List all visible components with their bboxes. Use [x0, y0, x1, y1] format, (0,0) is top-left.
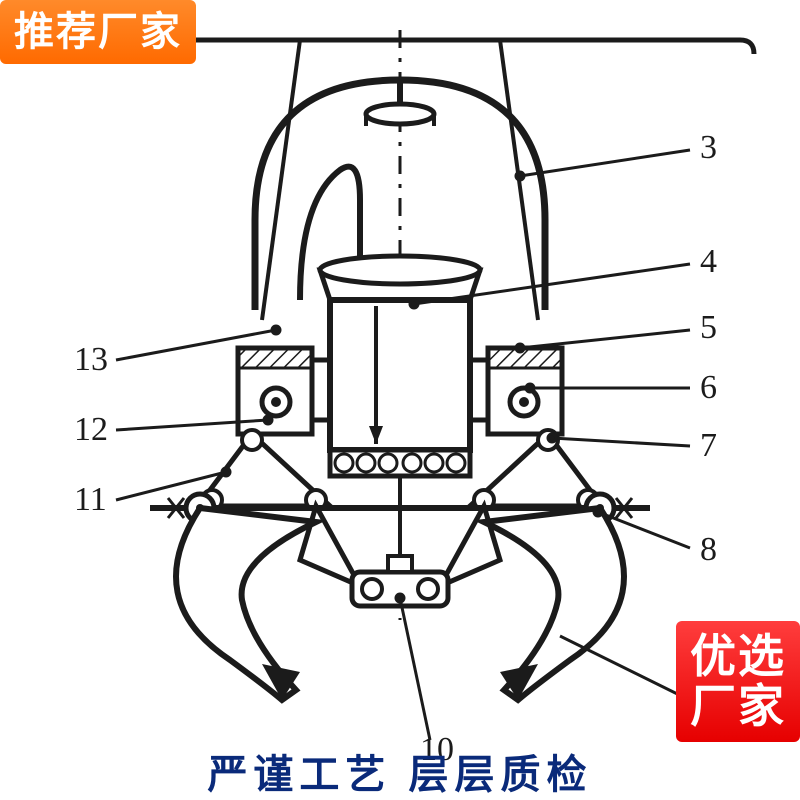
label-5: 5: [700, 309, 717, 346]
top-disc: [366, 104, 434, 124]
label-8: 8: [700, 531, 717, 568]
label-4: 4: [700, 243, 717, 280]
cable-left: [262, 40, 300, 320]
badge-bottom-right-line2: 厂家: [690, 681, 786, 732]
label-13: 13: [74, 341, 108, 378]
footer-slogan: 严谨工艺 层层质检: [0, 742, 800, 800]
cylinder-body: [330, 300, 470, 450]
label-3: 3: [700, 129, 717, 166]
badge-bottom-right-line1: 优选: [690, 631, 786, 682]
label-11: 11: [74, 481, 107, 518]
label-12: 12: [74, 411, 108, 448]
claw-right: [484, 508, 624, 700]
label-7: 7: [700, 427, 717, 464]
label-6: 6: [700, 369, 717, 406]
top-beam-hook: [740, 40, 754, 54]
badge-top-left: 推荐厂家: [0, 0, 196, 64]
badge-bottom-right: 优选 厂家: [676, 621, 800, 742]
link-right: [470, 430, 602, 510]
side-plate-right: [488, 348, 562, 434]
claw-left: [176, 508, 316, 700]
link-left: [198, 430, 330, 510]
